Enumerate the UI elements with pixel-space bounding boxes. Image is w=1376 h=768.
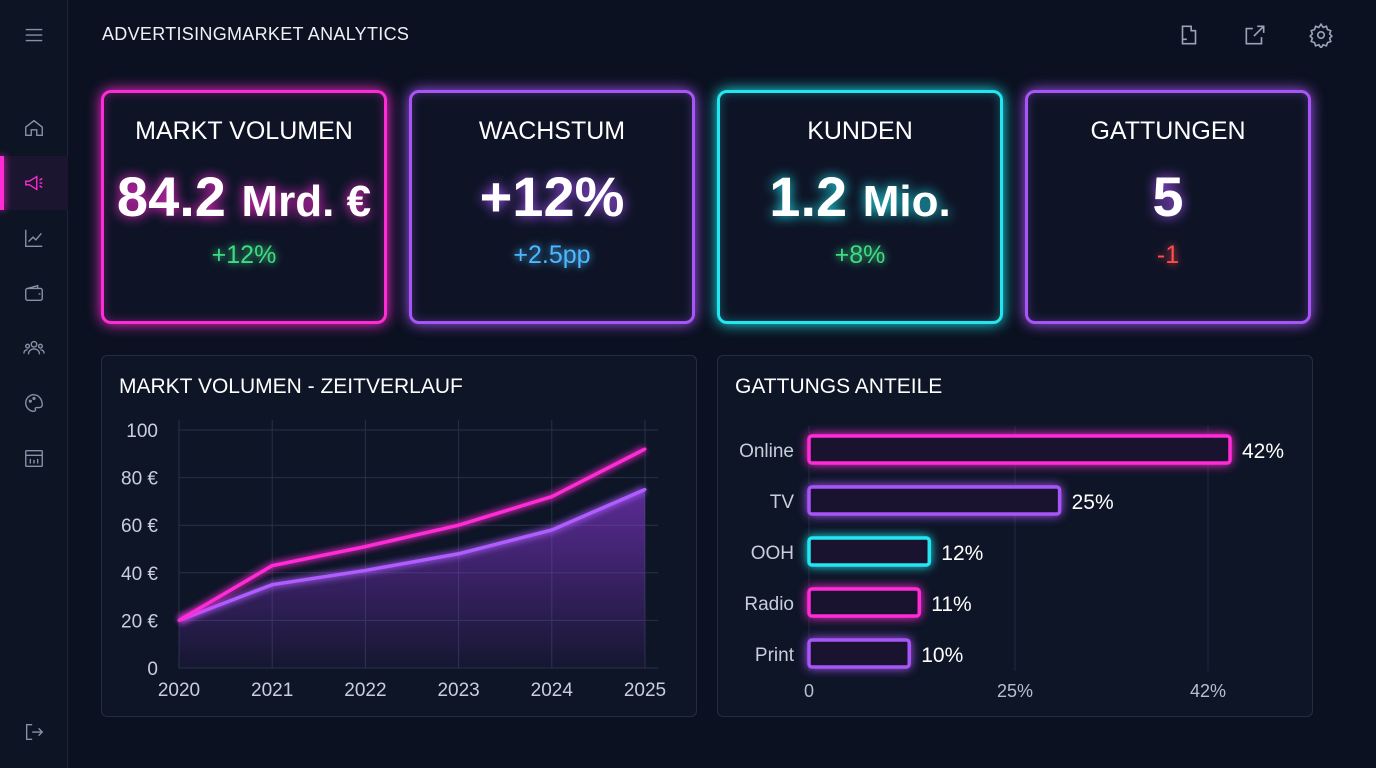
kpi-value: 1.2 Mio.: [720, 164, 1000, 229]
data-point: [457, 552, 461, 556]
kpi-number: 1.2: [769, 165, 848, 228]
data-point: [550, 528, 554, 532]
data-point: [643, 488, 647, 491]
settings-button[interactable]: [1308, 22, 1334, 50]
sidebar-item-trends[interactable]: [0, 211, 68, 265]
bar[interactable]: [807, 587, 922, 618]
data-point: [270, 583, 274, 587]
y-tick-label: 60 €: [121, 516, 158, 537]
data-point: [270, 564, 274, 568]
trend-chart-icon: [25, 229, 43, 247]
kpi-card[interactable]: GATTUNGEN 5 -1: [1025, 90, 1311, 324]
open-external-button[interactable]: [1242, 22, 1268, 48]
kpi-value: +12%: [412, 164, 692, 229]
export-icon: [1181, 25, 1197, 45]
bar-value-label: 12%: [941, 542, 983, 565]
kpi-card[interactable]: WACHSTUM +12% +2.5pp: [409, 90, 695, 324]
data-point: [457, 523, 461, 527]
kpi-value: 84.2 Mrd. €: [104, 164, 384, 229]
series-area: [179, 489, 645, 668]
line-chart-title: MARKT VOLUMEN - ZEITVERLAUF: [119, 375, 463, 398]
users-icon: [23, 340, 45, 355]
category-label: OOH: [751, 543, 794, 564]
y-tick-label: 80 €: [121, 469, 158, 490]
export-button[interactable]: [1176, 22, 1202, 48]
kpi-unit: Mrd. €: [241, 177, 372, 226]
line-chart: 0 20 € 40 € 60 € 80 € 100 2020 2021 2022 2023 2024…: [121, 420, 666, 701]
data-point: [363, 545, 367, 549]
category-label: Online: [739, 441, 794, 462]
kpi-value: 5: [1028, 164, 1308, 229]
sidebar-item-advertising[interactable]: [0, 156, 68, 210]
sidebar-item-budget[interactable]: [0, 266, 68, 320]
kpi-number: 5: [1152, 165, 1184, 228]
data-point: [643, 447, 647, 451]
hamburger-menu-icon: [25, 28, 43, 42]
sidebar-item-clients[interactable]: [0, 321, 68, 375]
bar-value-label: 11%: [931, 593, 971, 616]
bar-chart: 0 25% 42% Online 42% TV 25% OOH 12% Radio 11% Print…: [739, 426, 1284, 701]
kpi-number: 84.2: [116, 165, 226, 228]
bar-value-label: 10%: [921, 644, 963, 667]
menu-button[interactable]: [0, 8, 68, 62]
open-external-icon: [1245, 25, 1265, 45]
logout-button[interactable]: [0, 705, 68, 759]
kpi-label: KUNDEN: [807, 117, 913, 145]
bar[interactable]: [807, 638, 911, 669]
data-point: [550, 495, 554, 499]
kpi-change: +2.5pp: [513, 241, 591, 269]
calendar-icon: [25, 449, 43, 467]
x-tick-label: 2020: [158, 680, 200, 701]
series-line: [178, 487, 646, 623]
y-tick-label: 0: [147, 659, 158, 680]
x-tick-label: 2024: [531, 680, 574, 701]
kpi-change: +12%: [211, 241, 277, 269]
x-tick-label: 0: [804, 681, 814, 701]
bar[interactable]: [807, 434, 1232, 465]
app-title: ADVERTISINGMARKET ANALYTICS: [102, 24, 410, 44]
bar[interactable]: [807, 485, 1062, 516]
sidebar-item-home[interactable]: [0, 101, 68, 155]
x-tick-label: 2025: [624, 680, 666, 701]
gear-icon: [1309, 22, 1333, 50]
wallet-icon: [25, 284, 43, 302]
line-chart-panel: MARKT VOLUMEN - ZEITVERLAUF 0 20 € 40 € 60 …: [101, 355, 697, 717]
bar-chart-panel: GATTUNGS ANTEILE 0 25% 42% Online 42% TV 25% OO…: [717, 355, 1313, 717]
x-tick-label: 42%: [1190, 681, 1226, 701]
kpi-label: WACHSTUM: [478, 117, 626, 145]
category-label: Print: [755, 645, 795, 666]
kpi-unit: Mio.: [862, 177, 951, 226]
bar-value-label: 25%: [1072, 491, 1114, 514]
sidebar: [0, 0, 68, 768]
x-tick-label: 2023: [437, 680, 479, 701]
kpi-card[interactable]: MARKT VOLUMEN 84.2 Mrd. € +12%: [101, 90, 387, 324]
kpi-label: GATTUNGEN: [1090, 117, 1246, 145]
bar-value-label: 42%: [1242, 440, 1284, 463]
kpi-change: +8%: [834, 241, 886, 269]
y-tick-label: 100: [126, 421, 158, 442]
sidebar-item-creative[interactable]: [0, 376, 68, 430]
y-tick-label: 20 €: [121, 611, 158, 632]
home-icon: [25, 119, 43, 137]
kpi-card[interactable]: KUNDEN 1.2 Mio. +8%: [717, 90, 1003, 324]
palette-icon: [25, 394, 43, 412]
category-label: Radio: [744, 594, 794, 615]
x-tick-label: 25%: [997, 681, 1033, 701]
logout-icon: [25, 723, 44, 741]
bar-chart-title: GATTUNGS ANTEILE: [735, 375, 943, 398]
x-tick-label: 2022: [344, 680, 386, 701]
kpi-label: MARKT VOLUMEN: [135, 117, 353, 145]
bar[interactable]: [807, 536, 932, 567]
y-tick-label: 40 €: [121, 564, 158, 585]
x-tick-label: 2021: [251, 680, 293, 701]
series-line: [178, 447, 646, 622]
kpi-number: +12%: [479, 165, 625, 228]
megaphone-icon: [25, 175, 43, 191]
category-label: TV: [770, 492, 795, 513]
kpi-change: -1: [1156, 241, 1180, 269]
data-point: [177, 618, 181, 622]
sidebar-item-calendar[interactable]: [0, 431, 68, 485]
data-point: [363, 568, 367, 572]
